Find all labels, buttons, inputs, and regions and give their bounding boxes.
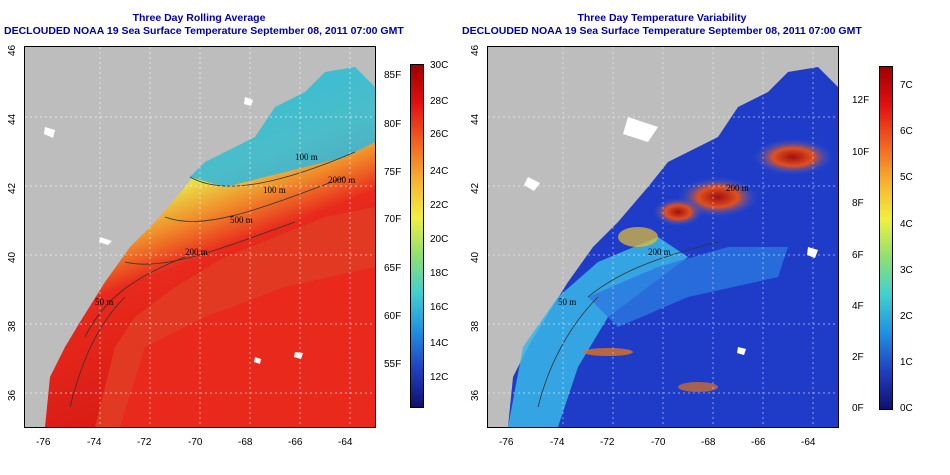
left-colorbar xyxy=(410,64,424,408)
right-colorbar-f-label: 4F xyxy=(852,301,864,312)
right-colorbar-c-label: 5C xyxy=(900,172,913,183)
right-variability-map[interactable]: 200 m 200 m 50 m xyxy=(487,46,839,428)
left-contour-label: 100 m xyxy=(263,185,286,195)
left-contour-label: 2000 m xyxy=(328,175,356,185)
left-colorbar-f-label: 85F xyxy=(384,70,402,81)
right-colorbar xyxy=(879,66,893,410)
right-contour-label: 200 m xyxy=(726,183,749,193)
left-contour-label: 500 m xyxy=(230,215,253,225)
right-contour-label: 200 m xyxy=(648,247,671,257)
right-map-graphic xyxy=(488,47,838,427)
right-colorbar-f-label: 8F xyxy=(852,198,864,209)
right-colorbar-c-label: 0C xyxy=(900,403,913,414)
left-colorbar-c-label: 28C xyxy=(430,96,449,107)
right-subtitle: DECLOUDED NOAA 19 Sea Surface Temperatur… xyxy=(462,25,862,37)
right-colorbar-c-label: 7C xyxy=(900,80,913,91)
right-colorbar-f-label: 10F xyxy=(852,147,870,158)
left-lat-tick: 38 xyxy=(7,320,18,332)
right-lon-tick: -70 xyxy=(651,437,666,448)
right-colorbar-c-label: 1C xyxy=(900,357,913,368)
right-colorbar-f-label: 12F xyxy=(852,95,870,106)
left-colorbar-c-label: 24C xyxy=(430,166,449,177)
right-lon-tick: -76 xyxy=(499,437,514,448)
right-title: Three Day Temperature Variability xyxy=(577,12,747,24)
right-lon-tick: -66 xyxy=(751,437,766,448)
left-colorbar-c-label: 18C xyxy=(430,268,449,279)
left-map-graphic xyxy=(25,47,375,427)
left-colorbar-c-label: 26C xyxy=(430,129,449,140)
left-lon-tick: -76 xyxy=(36,437,51,448)
left-lat-tick: 46 xyxy=(7,44,18,56)
right-lat-tick: 40 xyxy=(470,251,481,263)
left-colorbar-c-label: 14C xyxy=(430,338,449,349)
left-title: Three Day Rolling Average xyxy=(132,12,266,24)
right-lat-tick: 42 xyxy=(470,182,481,194)
left-colorbar-c-label: 30C xyxy=(430,60,449,71)
left-lat-tick: 42 xyxy=(7,182,18,194)
left-colorbar-f-label: 80F xyxy=(384,119,402,130)
left-lat-tick: 44 xyxy=(7,113,18,125)
left-colorbar-c-label: 20C xyxy=(430,234,449,245)
left-colorbar-c-label: 22C xyxy=(430,200,449,211)
left-subtitle: DECLOUDED NOAA 19 Sea Surface Temperatur… xyxy=(4,25,404,37)
left-colorbar-f-label: 55F xyxy=(384,359,402,370)
left-colorbar-f-label: 65F xyxy=(384,263,402,274)
left-colorbar-f-label: 70F xyxy=(384,214,402,225)
right-colorbar-c-label: 2C xyxy=(900,311,913,322)
right-lat-tick: 44 xyxy=(470,113,481,125)
left-colorbar-f-label: 60F xyxy=(384,311,402,322)
left-lon-tick: -68 xyxy=(238,437,253,448)
right-colorbar-f-label: 6F xyxy=(852,250,864,261)
right-lat-tick: 36 xyxy=(470,389,481,401)
right-lat-tick: 46 xyxy=(470,44,481,56)
left-lon-tick: -66 xyxy=(288,437,303,448)
right-colorbar-c-label: 3C xyxy=(900,265,913,276)
right-contour-label: 50 m xyxy=(558,297,577,307)
right-lon-tick: -68 xyxy=(701,437,716,448)
left-colorbar-c-label: 16C xyxy=(430,302,449,313)
right-lon-tick: -64 xyxy=(801,437,816,448)
left-sst-map[interactable]: 100 m 2000 m 100 m 500 m 200 m 50 m xyxy=(24,46,376,428)
right-lon-tick: -72 xyxy=(600,437,615,448)
right-colorbar-c-label: 4C xyxy=(900,219,913,230)
right-colorbar-c-label: 6C xyxy=(900,126,913,137)
left-lon-tick: -64 xyxy=(338,437,353,448)
right-colorbar-f-label: 0F xyxy=(852,403,864,414)
left-colorbar-f-label: 75F xyxy=(384,167,402,178)
left-lon-tick: -74 xyxy=(87,437,102,448)
right-colorbar-f-label: 2F xyxy=(852,352,864,363)
left-lon-tick: -70 xyxy=(188,437,203,448)
right-lat-tick: 38 xyxy=(470,320,481,332)
right-lon-tick: -74 xyxy=(550,437,565,448)
left-contour-label: 200 m xyxy=(185,247,208,257)
left-contour-label: 50 m xyxy=(95,297,114,307)
left-colorbar-c-label: 12C xyxy=(430,372,449,383)
left-lat-tick: 40 xyxy=(7,251,18,263)
left-lat-tick: 36 xyxy=(7,389,18,401)
left-lon-tick: -72 xyxy=(137,437,152,448)
left-contour-label: 100 m xyxy=(295,152,318,162)
